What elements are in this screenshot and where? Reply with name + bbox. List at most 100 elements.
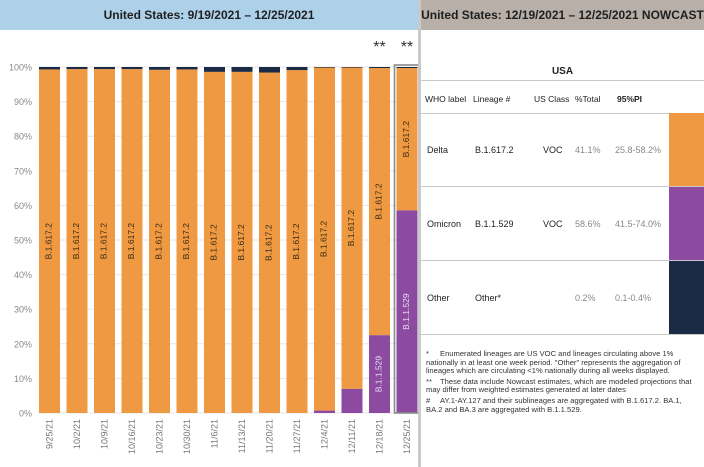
y-tick-label: 90% <box>14 97 32 107</box>
row-lineage: B.1.617.2 <box>475 145 514 155</box>
bar-b-1-617-2 <box>176 69 198 413</box>
bar-label: B.1.617.2 <box>236 224 246 261</box>
bar-other <box>341 67 363 68</box>
row-who: Delta <box>427 145 449 155</box>
header-pct-total: %Total <box>575 94 601 104</box>
bar-b-1-617-2 <box>341 67 363 389</box>
bar-b-1-1-529 <box>369 335 390 413</box>
bar-other <box>94 67 115 70</box>
y-tick-label: 10% <box>14 374 32 384</box>
row-lineage: B.1.1.529 <box>475 219 514 229</box>
bar-label: B.1.617.2 <box>44 223 54 260</box>
header-pi: 95%PI <box>617 94 643 104</box>
row-pct: 41.1% <box>575 145 601 155</box>
row-us-class: VOC <box>543 219 563 229</box>
footnotes: * Enumerated lineages are US VOC and line… <box>426 349 700 416</box>
row-pct: 58.6% <box>575 219 601 229</box>
footnote-3: # AY.1-AY.127 and their sublineages are a… <box>426 395 682 414</box>
bar-label: B.1.617.2 <box>154 223 164 260</box>
bar-b-1-617-2 <box>231 71 253 414</box>
highlight-outline <box>393 64 418 414</box>
chart-header: United States: 9/19/2021 – 12/25/2021 <box>0 0 418 30</box>
y-tick-label: 40% <box>14 270 32 280</box>
bar-b-1-617-2 <box>314 67 335 411</box>
bar-other <box>286 67 308 71</box>
x-tick-label: 12/11/21 <box>347 419 357 453</box>
row-pi: 41.5-74.0% <box>615 219 662 229</box>
x-tick-label: 10/9/21 <box>100 419 110 449</box>
row-color-swatch <box>669 113 704 186</box>
bar-b-1-617-2 <box>149 69 170 413</box>
y-tick-label: 50% <box>14 236 32 246</box>
bar-b-1-1-529 <box>341 388 363 413</box>
bar-b-1-1-529 <box>314 410 335 413</box>
bar-label: B.1.617.2 <box>209 224 219 261</box>
bar-b-1-1-529 <box>396 210 418 413</box>
bar-label: B.1.617.2 <box>291 223 301 260</box>
header-lineage: Lineage # <box>473 94 511 104</box>
header-us-class: US Class <box>534 94 570 104</box>
panel-divider <box>418 0 421 467</box>
bar-other <box>396 67 418 69</box>
bar-b-1-617-2 <box>121 69 143 414</box>
bar-label: B.1.617.2 <box>319 220 329 257</box>
bar-label: B.1.617.2 <box>346 210 356 247</box>
bar-b-1-617-2 <box>259 72 280 413</box>
bar-b-1-617-2 <box>39 69 60 413</box>
bar-other <box>204 67 225 72</box>
row-who: Omicron <box>427 219 462 229</box>
footnote-1: * Enumerated lineages are US VOC and line… <box>426 349 681 376</box>
bar-b-1-617-2 <box>286 70 308 413</box>
y-tick-label: 100% <box>9 63 32 73</box>
y-tick-label: 30% <box>14 305 32 315</box>
x-tick-label: 12/4/21 <box>320 419 330 449</box>
x-tick-label: 11/13/21 <box>237 419 247 453</box>
bar-other <box>231 67 253 72</box>
row-us-class: VOC <box>543 145 563 155</box>
bar-label: B.1.617.2 <box>264 224 274 261</box>
bar-other <box>314 67 335 68</box>
bar-other <box>39 67 60 70</box>
bar-label: B.1.617.2 <box>374 183 384 220</box>
header-who-label: WHO label <box>425 94 467 104</box>
x-tick-label: 9/25/21 <box>45 419 55 449</box>
y-tick-label: 80% <box>14 132 32 142</box>
nowcast-annotation: ** <box>401 39 413 56</box>
bar-label: B.1.617.2 <box>401 121 411 158</box>
x-tick-label: 11/27/21 <box>292 419 302 453</box>
y-tick-label: 70% <box>14 166 32 176</box>
footnote-2: ** These data include Nowcast estimates, … <box>426 376 692 395</box>
chart-header-title: United States: 9/19/2021 – 12/25/2021 <box>103 8 315 22</box>
x-tick-label: 10/2/21 <box>72 419 82 449</box>
x-tick-label: 10/30/21 <box>182 419 192 454</box>
bar-other <box>369 67 390 69</box>
row-lineage: Other* <box>475 293 502 303</box>
nowcast-annotation: ** <box>373 39 385 56</box>
bar-other <box>121 67 143 70</box>
bar-label: B.1.617.2 <box>126 223 136 260</box>
row-pi: 25.8-58.2% <box>615 145 662 155</box>
x-tick-label: 11/20/21 <box>265 419 275 453</box>
bar-other <box>66 67 88 70</box>
y-tick-label: 20% <box>14 339 32 349</box>
bar-other <box>176 67 198 70</box>
x-tick-label: 10/23/21 <box>155 419 165 454</box>
x-tick-label: 12/25/21 <box>402 419 412 454</box>
row-color-swatch <box>669 261 704 334</box>
row-pct: 0.2% <box>575 293 596 303</box>
table-header-row: WHO label Lineage # US Class %Total 95%P… <box>421 80 704 114</box>
bar-b-1-617-2 <box>396 68 418 211</box>
bar-label: B.1.1.529 <box>374 356 384 393</box>
bar-b-1-617-2 <box>94 69 115 414</box>
y-tick-label: 0% <box>19 409 32 419</box>
bar-label: B.1.617.2 <box>71 223 81 260</box>
nowcast-header-title: United States: 12/19/2021 – 12/25/2021 N… <box>421 8 704 22</box>
y-tick-label: 60% <box>14 201 32 211</box>
row-color-swatch <box>669 187 704 260</box>
x-tick-label: 11/6/21 <box>210 419 220 448</box>
bar-label: B.1.617.2 <box>181 223 191 260</box>
table-title: USA <box>551 66 574 77</box>
table-row-delta: Delta B.1.617.2 VOC 41.1% 25.8-58.2% <box>421 113 704 187</box>
bar-other <box>259 67 280 73</box>
row-pi: 0.1-0.4% <box>615 293 652 303</box>
